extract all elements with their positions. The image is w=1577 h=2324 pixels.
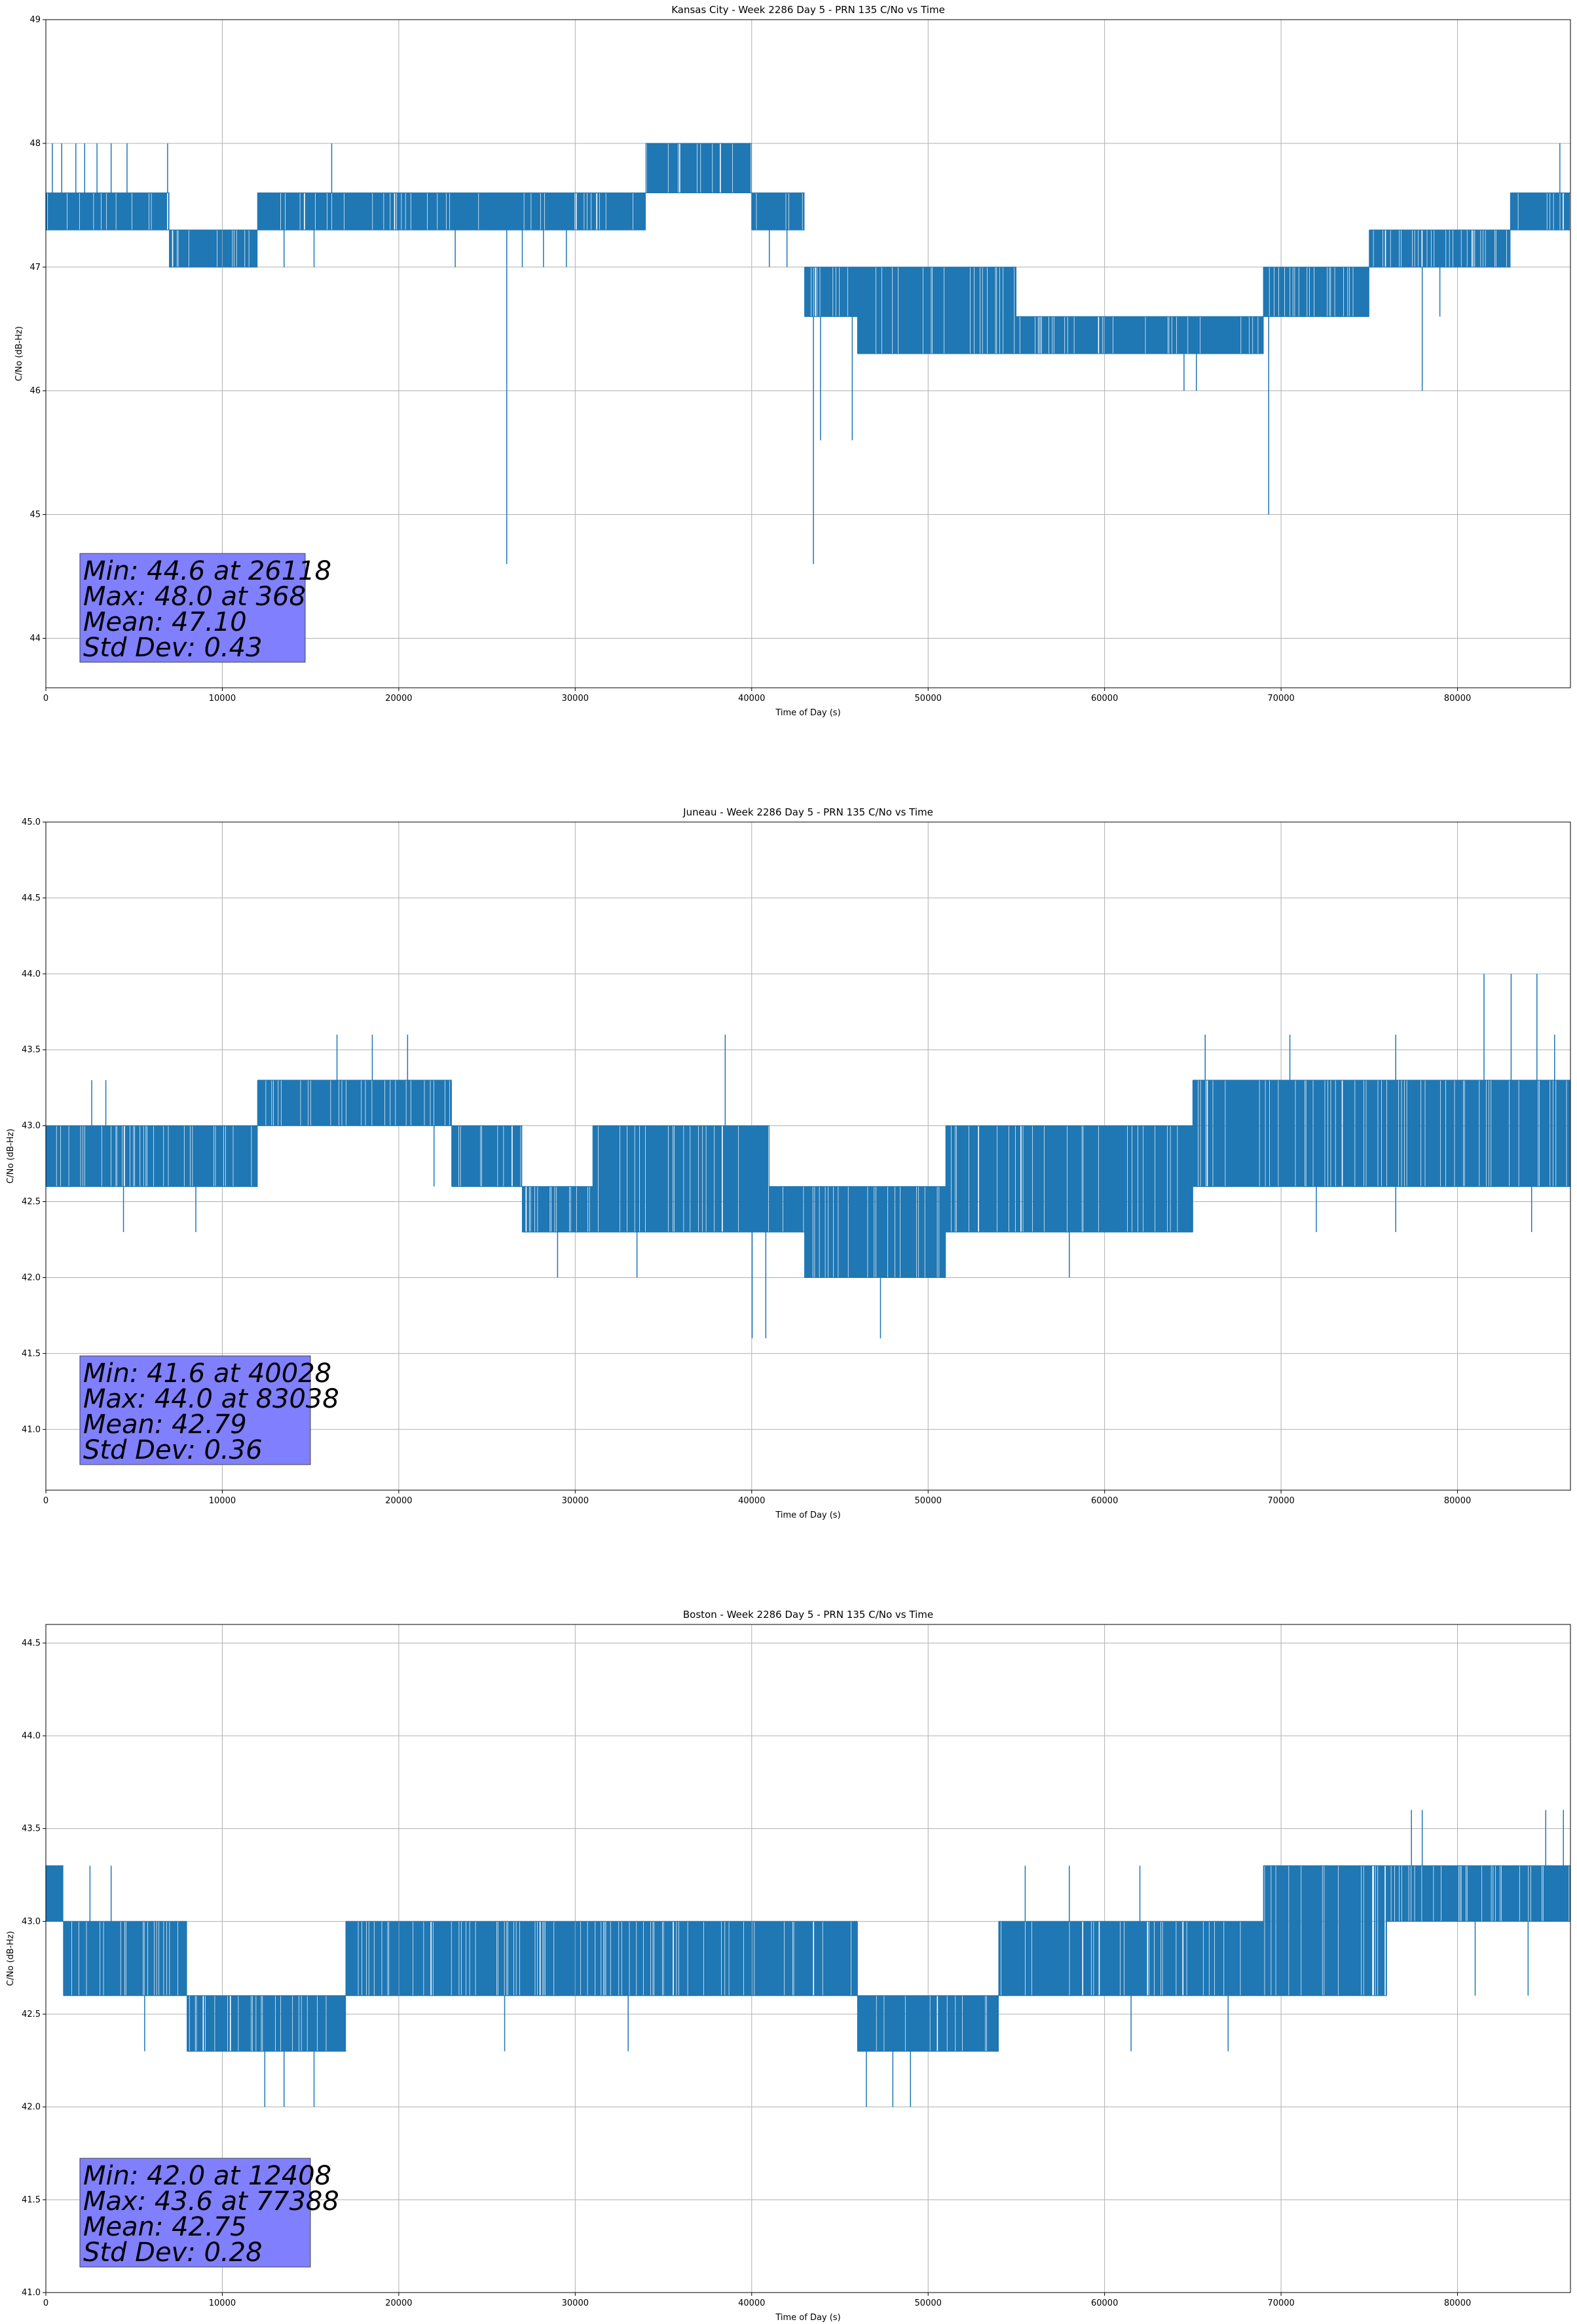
x-axis-label: Time of Day (s) — [775, 1510, 840, 1520]
x-tick-label: 0 — [43, 1496, 48, 1506]
x-tick-label: 70000 — [1267, 1496, 1294, 1506]
x-tick-label: 20000 — [385, 1496, 412, 1506]
stats-mean: Mean: 42.79 — [83, 1410, 247, 1440]
stats-mean: Mean: 47.10 — [83, 607, 247, 637]
x-tick-label: 80000 — [1444, 2298, 1471, 2308]
series-band — [45, 1865, 1571, 2052]
y-tick-label: 44.5 — [22, 893, 41, 903]
stats-min: Min: 44.6 at 26118 — [83, 556, 331, 586]
chart-title: Kansas City - Week 2286 Day 5 - PRN 135 … — [671, 4, 945, 16]
y-axis-label: C/No (dB-Hz) — [6, 1129, 16, 1184]
stats-max: Max: 44.0 at 83038 — [83, 1384, 339, 1414]
plot-frame — [45, 1624, 1571, 2293]
y-tick-label: 42.0 — [22, 2103, 41, 2112]
y-tick-label: 47 — [29, 263, 41, 272]
y-tick-label: 42.5 — [22, 2010, 41, 2019]
x-tick-label: 10000 — [209, 1496, 236, 1506]
data-series — [45, 973, 1570, 1339]
x-tick-label: 50000 — [915, 1496, 942, 1506]
y-tick-label: 46 — [29, 386, 41, 396]
y-tick-label: 43.5 — [22, 1824, 41, 1834]
stats-std-dev: Std Dev: 0.28 — [83, 2238, 263, 2268]
x-tick-label: 10000 — [209, 2298, 236, 2308]
stats-box-background — [79, 553, 306, 663]
stats-std-dev: Std Dev: 0.43 — [83, 633, 263, 663]
data-series — [45, 143, 1570, 565]
x-tick-label: 10000 — [209, 694, 236, 703]
chart-panel-juneau: Juneau - Week 2286 Day 5 - PRN 135 C/No … — [6, 806, 1571, 1520]
y-tick-label: 43.0 — [22, 1121, 41, 1131]
stats-box-background — [79, 1355, 311, 1465]
plot-frame — [45, 821, 1571, 1491]
stats-box-background — [79, 2158, 311, 2268]
stats-box: Min: 44.6 at 26118 Max: 48.0 at 368 Mean… — [79, 553, 331, 663]
x-tick-label: 70000 — [1267, 694, 1294, 703]
y-tick-label: 45.0 — [22, 817, 41, 827]
y-tick-label: 45 — [29, 510, 41, 520]
stats-std-dev: Std Dev: 0.36 — [83, 1435, 263, 1465]
x-tick-label: 80000 — [1444, 1496, 1471, 1506]
y-axis-label: C/No (dB-Hz) — [14, 326, 24, 381]
y-tick-label: 44.0 — [22, 969, 41, 979]
x-tick-label: 50000 — [915, 694, 942, 703]
y-tick-label: 48 — [29, 139, 41, 149]
chart-title: Juneau - Week 2286 Day 5 - PRN 135 C/No … — [682, 806, 933, 818]
x-tick-label: 60000 — [1091, 2298, 1118, 2308]
x-tick-label: 60000 — [1091, 1496, 1118, 1506]
stats-box: Min: 42.0 at 12408 Max: 43.6 at 77388 Me… — [79, 2158, 339, 2268]
y-tick-label: 41.0 — [22, 2288, 41, 2298]
x-tick-label: 20000 — [385, 2298, 412, 2308]
y-tick-label: 42.5 — [22, 1197, 41, 1207]
series-band — [45, 143, 1570, 354]
y-tick-label: 41.5 — [22, 1349, 41, 1359]
axis-ticks: 0 10000 20000 30000 40000 50000 60000 70000 8000… — [29, 15, 1471, 703]
stats-max: Max: 43.6 at 77388 — [83, 2186, 339, 2217]
y-tick-label: 49 — [29, 15, 41, 25]
y-tick-label: 41.0 — [22, 1425, 41, 1434]
stats-min: Min: 41.6 at 40028 — [83, 1359, 331, 1389]
x-tick-label: 30000 — [562, 2298, 589, 2308]
stats-mean: Mean: 42.75 — [83, 2212, 247, 2242]
x-tick-label: 70000 — [1267, 2298, 1294, 2308]
x-axis-label: Time of Day (s) — [775, 708, 840, 718]
stats-min: Min: 42.0 at 12408 — [83, 2161, 331, 2191]
y-tick-label: 43.5 — [22, 1045, 41, 1055]
y-tick-label: 43.0 — [22, 1917, 41, 1926]
x-tick-label: 50000 — [915, 2298, 942, 2308]
x-tick-label: 40000 — [738, 2298, 765, 2308]
x-tick-label: 0 — [43, 2298, 48, 2308]
plot-frame — [45, 19, 1571, 688]
x-tick-label: 30000 — [562, 694, 589, 703]
y-tick-label: 44.0 — [22, 1731, 41, 1741]
axis-ticks: 0 10000 20000 30000 40000 50000 60000 70000 8000… — [22, 1638, 1471, 2308]
chart-panel-boston: Boston - Week 2286 Day 5 - PRN 135 C/No … — [6, 1609, 1571, 2323]
series-band — [45, 1079, 1570, 1279]
stats-max: Max: 48.0 at 368 — [83, 582, 306, 612]
y-tick-label: 44.5 — [22, 1638, 41, 1648]
y-tick-label: 41.5 — [22, 2195, 41, 2205]
chart-title: Boston - Week 2286 Day 5 - PRN 135 C/No … — [683, 1609, 933, 1621]
x-tick-label: 80000 — [1444, 694, 1471, 703]
axis-ticks: 0 10000 20000 30000 40000 50000 60000 70000 8000… — [22, 817, 1471, 1506]
stats-box: Min: 41.6 at 40028 Max: 44.0 at 83038 Me… — [79, 1355, 339, 1465]
x-tick-label: 40000 — [738, 1496, 765, 1506]
x-tick-label: 20000 — [385, 694, 412, 703]
x-axis-label: Time of Day (s) — [775, 2313, 840, 2323]
data-series — [45, 1810, 1571, 2107]
chart-panel-kansas-city: Kansas City - Week 2286 Day 5 - PRN 135 … — [14, 4, 1571, 718]
x-tick-label: 0 — [43, 694, 48, 703]
y-axis-label: C/No (dB-Hz) — [6, 1931, 16, 1986]
x-tick-label: 30000 — [562, 1496, 589, 1506]
y-tick-label: 44 — [29, 633, 41, 643]
x-tick-label: 60000 — [1091, 694, 1118, 703]
x-tick-label: 40000 — [738, 694, 765, 703]
y-tick-label: 42.0 — [22, 1273, 41, 1283]
